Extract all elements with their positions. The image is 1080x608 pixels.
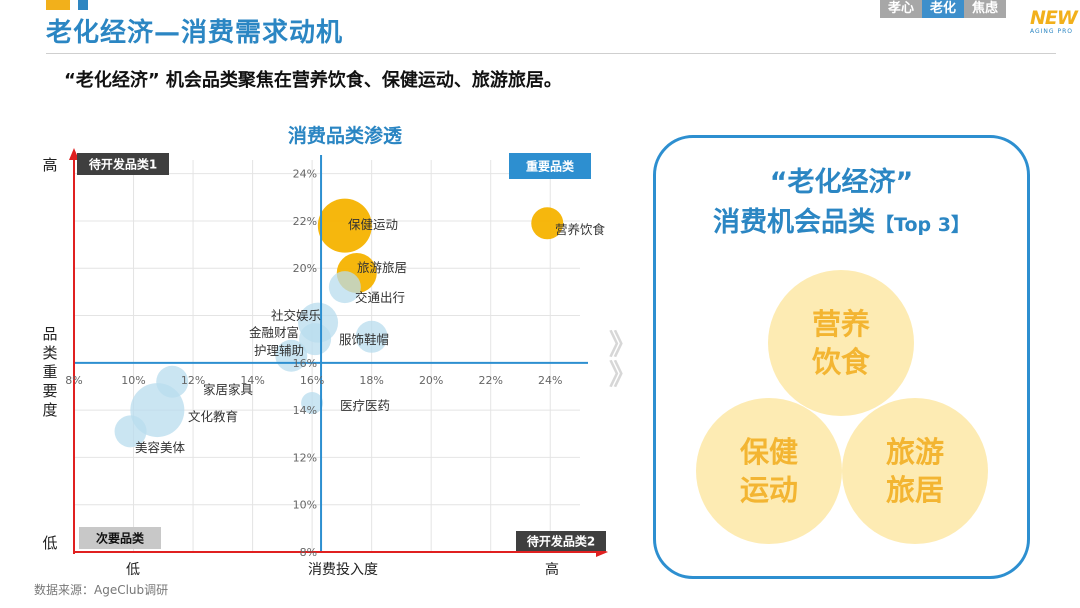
circle-label-nutrition: 营养 饮食 bbox=[811, 307, 870, 379]
y-tick-label: 20% bbox=[293, 262, 317, 275]
header-accent-bar bbox=[46, 0, 70, 10]
header-accent-square bbox=[78, 0, 88, 10]
category-circle-nutrition: 营养 饮食 bbox=[768, 270, 914, 416]
chart-title: 消费品类渗透 bbox=[288, 124, 403, 147]
panel-top3-tag: 【Top 3】 bbox=[875, 214, 970, 236]
x-tick-label: 10% bbox=[121, 374, 145, 387]
bubble-point bbox=[317, 198, 372, 253]
quadrant-label-bottom-left-box bbox=[79, 527, 161, 549]
quadrant-bubble-chart: 24% 22% 20% 16% 14% 12% 10% 8% 8% 10% 12% 14% 16% 18%… bbox=[42, 124, 608, 578]
bubble-point bbox=[355, 320, 388, 353]
bubble-point bbox=[299, 323, 332, 356]
category-circle-travel: 旅游 旅居 bbox=[842, 398, 988, 544]
quadrant-label-bottom-left-text: 次要品类 bbox=[96, 531, 145, 546]
category-circle-fitness: 保健 运动 bbox=[696, 398, 842, 544]
y-axis-title-char: 重 bbox=[42, 363, 57, 381]
brand-logo: NEW AGING PRO bbox=[1030, 8, 1078, 42]
x-tick-label: 18% bbox=[359, 374, 383, 387]
point-label: 旅游旅居 bbox=[357, 260, 407, 275]
point-label: 服饰鞋帽 bbox=[339, 332, 389, 347]
y-low-label: 低 bbox=[42, 534, 57, 552]
quadrant-label-top-left-text: 待开发品类1 bbox=[89, 157, 157, 172]
x-tick-label: 8% bbox=[65, 374, 82, 387]
chart-axes bbox=[69, 148, 608, 557]
quadrant-label-bottom-right-box bbox=[516, 531, 606, 551]
tag-xiaoxin: 孝心 bbox=[880, 0, 923, 18]
logo-tagline: AGING PRO bbox=[1030, 28, 1073, 35]
y-axis-title-char: 品 bbox=[42, 325, 57, 343]
point-label: 护理辅助 bbox=[254, 343, 304, 358]
y-tick-label: 8% bbox=[300, 546, 317, 559]
x-tick-label: 12% bbox=[181, 374, 205, 387]
circle-label-fitness: 保健 运动 bbox=[739, 435, 798, 507]
point-label: 金融财富 bbox=[249, 325, 299, 340]
chevron-glyph-2: 》 bbox=[609, 358, 638, 391]
circle-label-travel: 旅游 旅居 bbox=[885, 435, 944, 507]
y-tick-label: 12% bbox=[293, 451, 317, 464]
y-tick-label: 16% bbox=[293, 357, 317, 370]
y-tick-label: 10% bbox=[293, 499, 317, 512]
x-tick-label: 14% bbox=[240, 374, 264, 387]
arrow-chevron-icon: 》 》 bbox=[609, 330, 637, 390]
panel-title-text: 消费机会品类 bbox=[713, 207, 876, 238]
y-axis-title-char: 度 bbox=[42, 401, 57, 419]
y-tick-label: 24% bbox=[293, 168, 317, 181]
x-axis-title: 消费投入度 bbox=[308, 562, 378, 578]
y-axis-title-char: 类 bbox=[42, 344, 57, 362]
point-label: 家居家具 bbox=[203, 382, 254, 397]
panel-title-line2: 消费机会品类【Top 3】 bbox=[653, 200, 1030, 239]
point-label: 文化教育 bbox=[188, 409, 238, 424]
x-tick-label: 22% bbox=[478, 374, 502, 387]
title-divider bbox=[46, 53, 1056, 54]
page-title: 老化经济—消费需求动机 bbox=[46, 18, 344, 48]
page-subtitle: “老化经济” 机会品类聚焦在营养饮食、保健运动、旅游旅居。 bbox=[64, 70, 562, 91]
y-axis-title-char: 要 bbox=[42, 382, 57, 400]
bubble-point bbox=[114, 415, 147, 448]
point-label: 美容美体 bbox=[135, 440, 186, 455]
top3-panel bbox=[653, 135, 1030, 579]
x-tick-label: 20% bbox=[419, 374, 443, 387]
point-label: 社交娱乐 bbox=[271, 308, 321, 323]
logo-wordmark: NEW bbox=[1030, 7, 1078, 29]
bubble-point bbox=[301, 392, 324, 415]
tag-jiaolv: 焦虑 bbox=[964, 0, 1007, 18]
point-label: 交通出行 bbox=[355, 290, 405, 305]
quadrant-label-top-right-box bbox=[509, 153, 591, 179]
quadrant-label-top-left-box bbox=[77, 153, 169, 175]
point-label: 保健运动 bbox=[348, 217, 398, 232]
chevron-glyph-1: 》 bbox=[609, 328, 638, 361]
x-tick-label: 24% bbox=[538, 374, 562, 387]
chart-texts: 24% 22% 20% 16% 14% 12% 10% 8% 8% 10% 12% 14% 16% 18%… bbox=[42, 124, 606, 578]
point-label: 医疗医药 bbox=[340, 398, 390, 413]
x-tick-label: 16% bbox=[300, 374, 324, 387]
y-axis-arrow-icon bbox=[69, 148, 79, 160]
tag-laohua: 老化 bbox=[922, 0, 965, 18]
top-tag-bar: 孝心 老化 焦虑 bbox=[880, 0, 1007, 18]
point-label: 营养饮食 bbox=[555, 222, 606, 237]
x-low-label: 低 bbox=[126, 562, 140, 578]
bubble-point bbox=[531, 207, 564, 240]
quadrant-label-bottom-right-text: 待开发品类2 bbox=[527, 534, 595, 549]
panel-title-line1: “老化经济” bbox=[769, 167, 914, 198]
chart-bubbles bbox=[114, 198, 564, 448]
data-source-note: 数据来源：AgeClub调研 bbox=[34, 583, 169, 597]
x-high-label: 高 bbox=[545, 561, 559, 578]
y-tick-label: 14% bbox=[293, 404, 317, 417]
y-high-label: 高 bbox=[42, 156, 57, 174]
quadrant-label-top-right-text: 重要品类 bbox=[526, 159, 575, 174]
bubble-point bbox=[328, 271, 361, 304]
y-tick-label: 22% bbox=[293, 215, 317, 228]
